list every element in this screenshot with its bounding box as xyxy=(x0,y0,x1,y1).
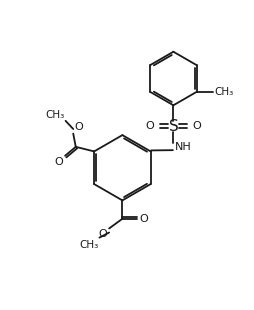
Text: O: O xyxy=(54,157,63,167)
Text: O: O xyxy=(145,121,154,131)
Text: S: S xyxy=(168,119,178,134)
Text: O: O xyxy=(74,122,83,132)
Text: CH₃: CH₃ xyxy=(214,87,233,97)
Text: O: O xyxy=(99,229,107,239)
Text: O: O xyxy=(192,121,200,131)
Text: NH: NH xyxy=(174,142,191,152)
Text: CH₃: CH₃ xyxy=(45,109,64,120)
Text: CH₃: CH₃ xyxy=(80,240,99,250)
Text: O: O xyxy=(138,214,147,224)
